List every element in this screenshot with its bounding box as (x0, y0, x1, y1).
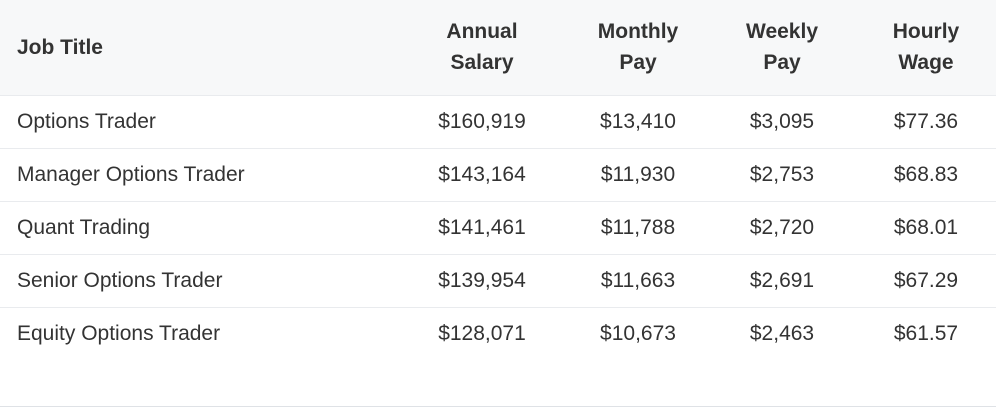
annual-salary-cell: $160,919 (396, 95, 568, 149)
monthly-pay-cell: $13,410 (568, 95, 708, 149)
weekly-pay-cell: $3,095 (708, 95, 856, 149)
monthly-pay-cell: $10,673 (600, 321, 676, 345)
column-header-job-title: Job Title (0, 0, 396, 96)
table-row: Quant Trading $141,461 $11,788 $2,720 $6… (0, 201, 996, 255)
column-header-weekly-pay: Weekly Pay (708, 0, 856, 96)
weekly-pay-cell: $2,720 (708, 201, 856, 255)
monthly-pay-cell: $11,788 (568, 201, 708, 255)
annual-salary-cell: $143,164 (396, 148, 568, 202)
table-row: Senior Options Trader $139,954 $11,663 $… (0, 254, 996, 308)
annual-salary-cell: $128,071 (438, 321, 526, 345)
hourly-wage-cell: $77.36 (856, 95, 996, 149)
column-header-annual-salary: Annual Salary (396, 0, 568, 96)
table-row: Equity Options Trader $128,071 $10,673 $… (0, 307, 996, 360)
hourly-wage-cell: $61.57 (893, 321, 959, 345)
annual-salary-cell: $139,954 (396, 254, 568, 308)
bottom-divider (0, 406, 996, 407)
weekly-pay-cell: $2,691 (708, 254, 856, 308)
job-title-cell: Manager Options Trader (0, 148, 396, 202)
monthly-pay-cell: $11,663 (568, 254, 708, 308)
job-title-cell: Senior Options Trader (0, 254, 396, 308)
monthly-pay-cell: $11,930 (568, 148, 708, 202)
hourly-wage-cell: $68.83 (856, 148, 996, 202)
weekly-pay-cell: $2,753 (708, 148, 856, 202)
hourly-wage-cell: $68.01 (856, 201, 996, 255)
job-title-cell: Options Trader (0, 95, 396, 149)
column-header-monthly-pay: Monthly Pay (568, 0, 708, 96)
table-row: Manager Options Trader $143,164 $11,930 … (0, 148, 996, 202)
table-header-row: Job Title Annual Salary Monthly Pay Week… (0, 0, 996, 96)
job-title-cell: Equity Options Trader (17, 321, 221, 345)
salary-table: Job Title Annual Salary Monthly Pay Week… (0, 0, 996, 360)
weekly-pay-cell: $2,463 (749, 321, 815, 345)
hourly-wage-cell: $67.29 (856, 254, 996, 308)
column-header-hourly-wage: Hourly Wage (856, 0, 996, 96)
job-title-cell: Quant Trading (0, 201, 396, 255)
table-row: Options Trader $160,919 $13,410 $3,095 $… (0, 95, 996, 149)
annual-salary-cell: $141,461 (396, 201, 568, 255)
